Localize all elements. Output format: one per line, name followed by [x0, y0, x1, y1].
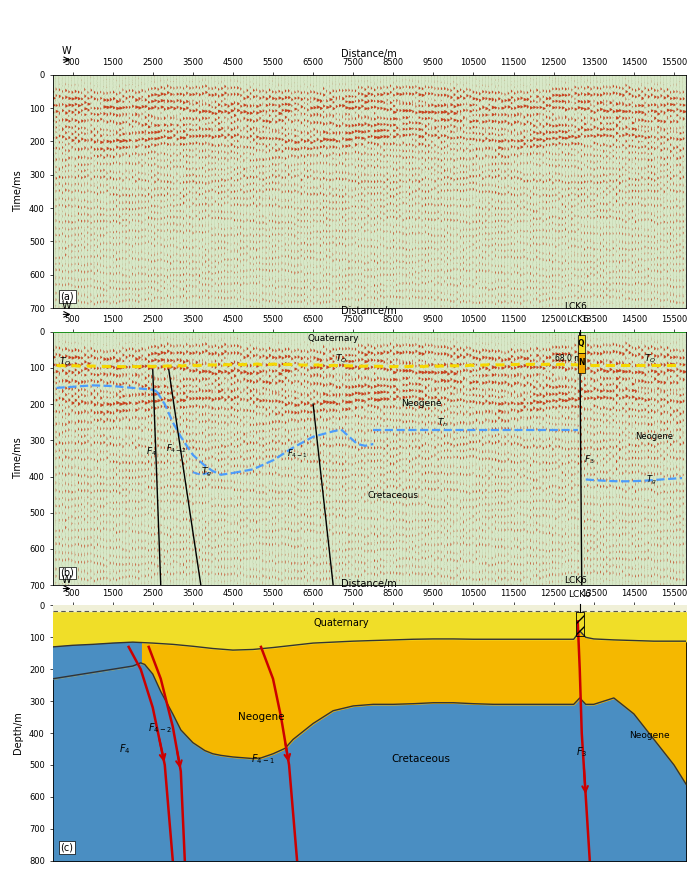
Text: $F_{4-2}$: $F_{4-2}$ — [166, 443, 186, 455]
Text: Neogene: Neogene — [629, 730, 670, 740]
Bar — [578, 334, 585, 353]
Text: Cretaceous: Cretaceous — [392, 754, 451, 764]
Text: $T_Q$: $T_Q$ — [644, 353, 656, 365]
Y-axis label: Depth/m: Depth/m — [13, 712, 23, 754]
Bar — [578, 353, 585, 372]
Text: Cretaceous: Cretaceous — [368, 491, 419, 501]
Text: 68.0 m: 68.0 m — [555, 355, 582, 363]
Text: $F_3$: $F_3$ — [575, 745, 587, 759]
Text: $T_n$: $T_n$ — [438, 417, 449, 429]
X-axis label: Distance/m: Distance/m — [342, 579, 397, 590]
X-axis label: Distance/m: Distance/m — [342, 305, 397, 316]
Bar — [575, 612, 584, 635]
Text: N: N — [578, 358, 584, 367]
Text: $T_Q$: $T_Q$ — [59, 355, 71, 368]
Text: W: W — [62, 47, 71, 56]
Text: Q: Q — [578, 339, 584, 348]
Text: $F_4$: $F_4$ — [119, 742, 130, 756]
Text: $F_3$: $F_3$ — [584, 453, 594, 466]
Y-axis label: Time/ms: Time/ms — [13, 171, 23, 212]
Text: $F_{4-2}$: $F_{4-2}$ — [148, 722, 172, 736]
Text: LCK6: LCK6 — [564, 576, 587, 585]
Text: Quaternary: Quaternary — [314, 618, 369, 628]
Text: LCK6: LCK6 — [568, 590, 592, 598]
Text: Neogene: Neogene — [238, 712, 284, 722]
Text: (c): (c) — [60, 843, 74, 853]
Text: Neogene: Neogene — [401, 399, 442, 408]
Text: (b): (b) — [60, 568, 74, 578]
Text: (a): (a) — [60, 291, 74, 301]
Text: W: W — [62, 576, 71, 585]
Text: $F_4$: $F_4$ — [146, 446, 156, 458]
X-axis label: Distance/m: Distance/m — [342, 48, 397, 59]
Text: $T_g$: $T_g$ — [646, 473, 657, 487]
Text: W: W — [62, 301, 71, 311]
Text: LCK6: LCK6 — [566, 315, 589, 324]
Text: $F_{4-1}$: $F_{4-1}$ — [287, 448, 308, 460]
Y-axis label: Time/ms: Time/ms — [13, 437, 23, 480]
Text: Neogene: Neogene — [635, 431, 673, 441]
Text: $T_g$: $T_g$ — [201, 466, 212, 480]
Text: Quaternary: Quaternary — [307, 334, 359, 343]
Text: $F_{4-1}$: $F_{4-1}$ — [251, 752, 275, 766]
Text: LCK6: LCK6 — [564, 302, 587, 311]
Text: $T_Q$: $T_Q$ — [335, 353, 347, 365]
